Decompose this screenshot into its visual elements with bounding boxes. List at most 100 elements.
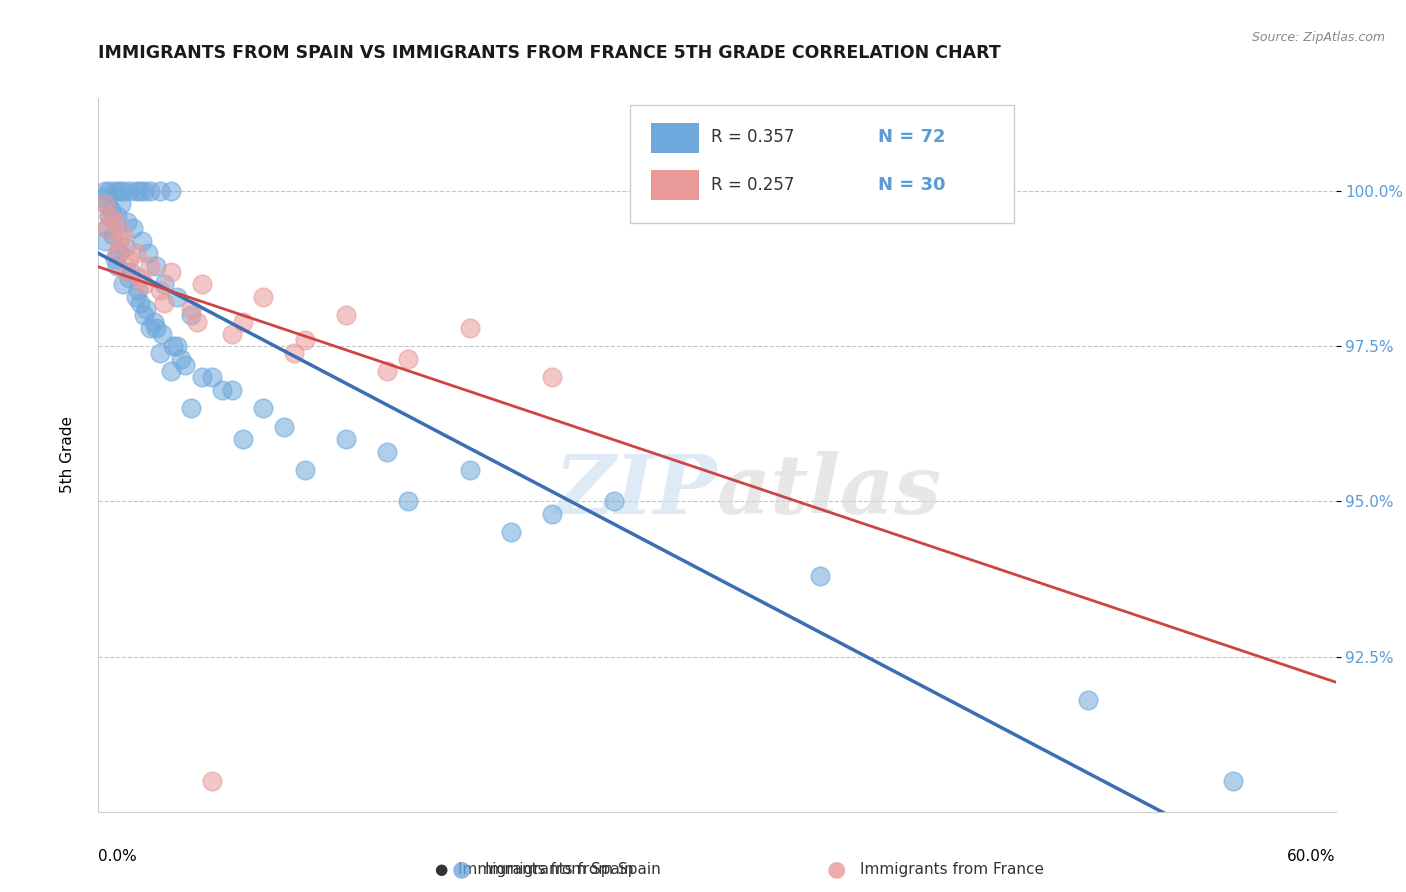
Point [118, 252, 141, 267]
Point [159, 265, 181, 279]
Point [201, 773, 224, 788]
Point [159, 364, 181, 378]
Point [808, 569, 831, 583]
Point [170, 351, 193, 366]
Point [128, 271, 150, 285]
Point [97, 209, 120, 223]
Point [232, 314, 254, 328]
Point [132, 184, 155, 198]
Point [396, 351, 419, 366]
Point [541, 370, 564, 384]
Point [100, 202, 122, 217]
Point [117, 265, 139, 279]
Point [110, 196, 132, 211]
Point [105, 259, 128, 273]
Text: atlas: atlas [717, 450, 942, 531]
Point [97, 209, 120, 223]
Point [283, 345, 305, 359]
Point [132, 308, 155, 322]
Point [211, 383, 233, 397]
Point [112, 184, 135, 198]
Point [105, 246, 128, 260]
Point [150, 326, 173, 341]
Point [396, 494, 419, 508]
Text: N = 72: N = 72 [877, 128, 945, 146]
Point [108, 246, 131, 260]
Text: 60.0%: 60.0% [1288, 849, 1336, 864]
Text: Immigrants from France: Immigrants from France [860, 863, 1045, 877]
Point [541, 507, 564, 521]
Point [232, 433, 254, 447]
Point [136, 246, 159, 260]
Point [375, 445, 398, 459]
Point [458, 320, 481, 334]
Point [101, 227, 124, 242]
Point [149, 345, 172, 359]
Text: ZIP: ZIP [554, 450, 717, 531]
Point [93, 234, 115, 248]
Text: 0.0%: 0.0% [98, 849, 138, 864]
Point [118, 271, 141, 285]
Point [166, 290, 188, 304]
Point [117, 215, 139, 229]
Text: IMMIGRANTS FROM SPAIN VS IMMIGRANTS FROM FRANCE 5TH GRADE CORRELATION CHART: IMMIGRANTS FROM SPAIN VS IMMIGRANTS FROM… [98, 45, 1001, 62]
Point [122, 221, 145, 235]
Bar [651, 123, 699, 153]
Point [186, 314, 208, 328]
Point [143, 314, 166, 328]
Point [221, 383, 243, 397]
Text: Source: ZipAtlas.com: Source: ZipAtlas.com [1251, 31, 1385, 45]
Point [180, 308, 202, 322]
Point [294, 333, 316, 347]
Point [153, 277, 176, 292]
Text: ●  Immigrants from Spain: ● Immigrants from Spain [434, 863, 634, 877]
Bar [651, 170, 699, 200]
Point [124, 184, 146, 198]
Point [104, 252, 127, 267]
Point [180, 401, 202, 416]
Point [96, 196, 118, 211]
Point [93, 196, 115, 211]
Text: ●: ● [827, 860, 846, 880]
Point [190, 277, 212, 292]
Text: R = 0.357: R = 0.357 [711, 128, 794, 146]
Text: 5th Grade: 5th Grade [60, 417, 75, 493]
Point [139, 259, 162, 273]
Point [190, 370, 212, 384]
Point [153, 296, 176, 310]
Point [335, 433, 357, 447]
Text: N = 30: N = 30 [877, 177, 945, 194]
Point [112, 227, 135, 242]
Point [139, 320, 162, 334]
Point [252, 401, 274, 416]
Point [108, 234, 131, 248]
Point [603, 494, 626, 508]
Point [499, 525, 522, 540]
Point [1222, 773, 1244, 788]
Text: R = 0.257: R = 0.257 [711, 177, 794, 194]
Point [174, 358, 197, 372]
Point [108, 184, 131, 198]
Point [135, 302, 157, 317]
Point [128, 296, 150, 310]
Point [132, 277, 155, 292]
Point [127, 284, 149, 298]
Point [139, 184, 162, 198]
Point [118, 184, 141, 198]
Point [93, 184, 115, 198]
Point [201, 370, 224, 384]
Point [124, 246, 146, 260]
Point [131, 234, 153, 248]
Point [159, 184, 181, 198]
Point [221, 326, 243, 341]
Point [104, 215, 127, 229]
Text: ●: ● [451, 860, 471, 880]
Point [375, 364, 398, 378]
Point [166, 339, 188, 353]
Point [96, 221, 118, 235]
Point [149, 284, 172, 298]
Point [458, 463, 481, 477]
Text: Immigrants from Spain: Immigrants from Spain [485, 863, 661, 877]
Point [96, 221, 118, 235]
Point [294, 463, 316, 477]
